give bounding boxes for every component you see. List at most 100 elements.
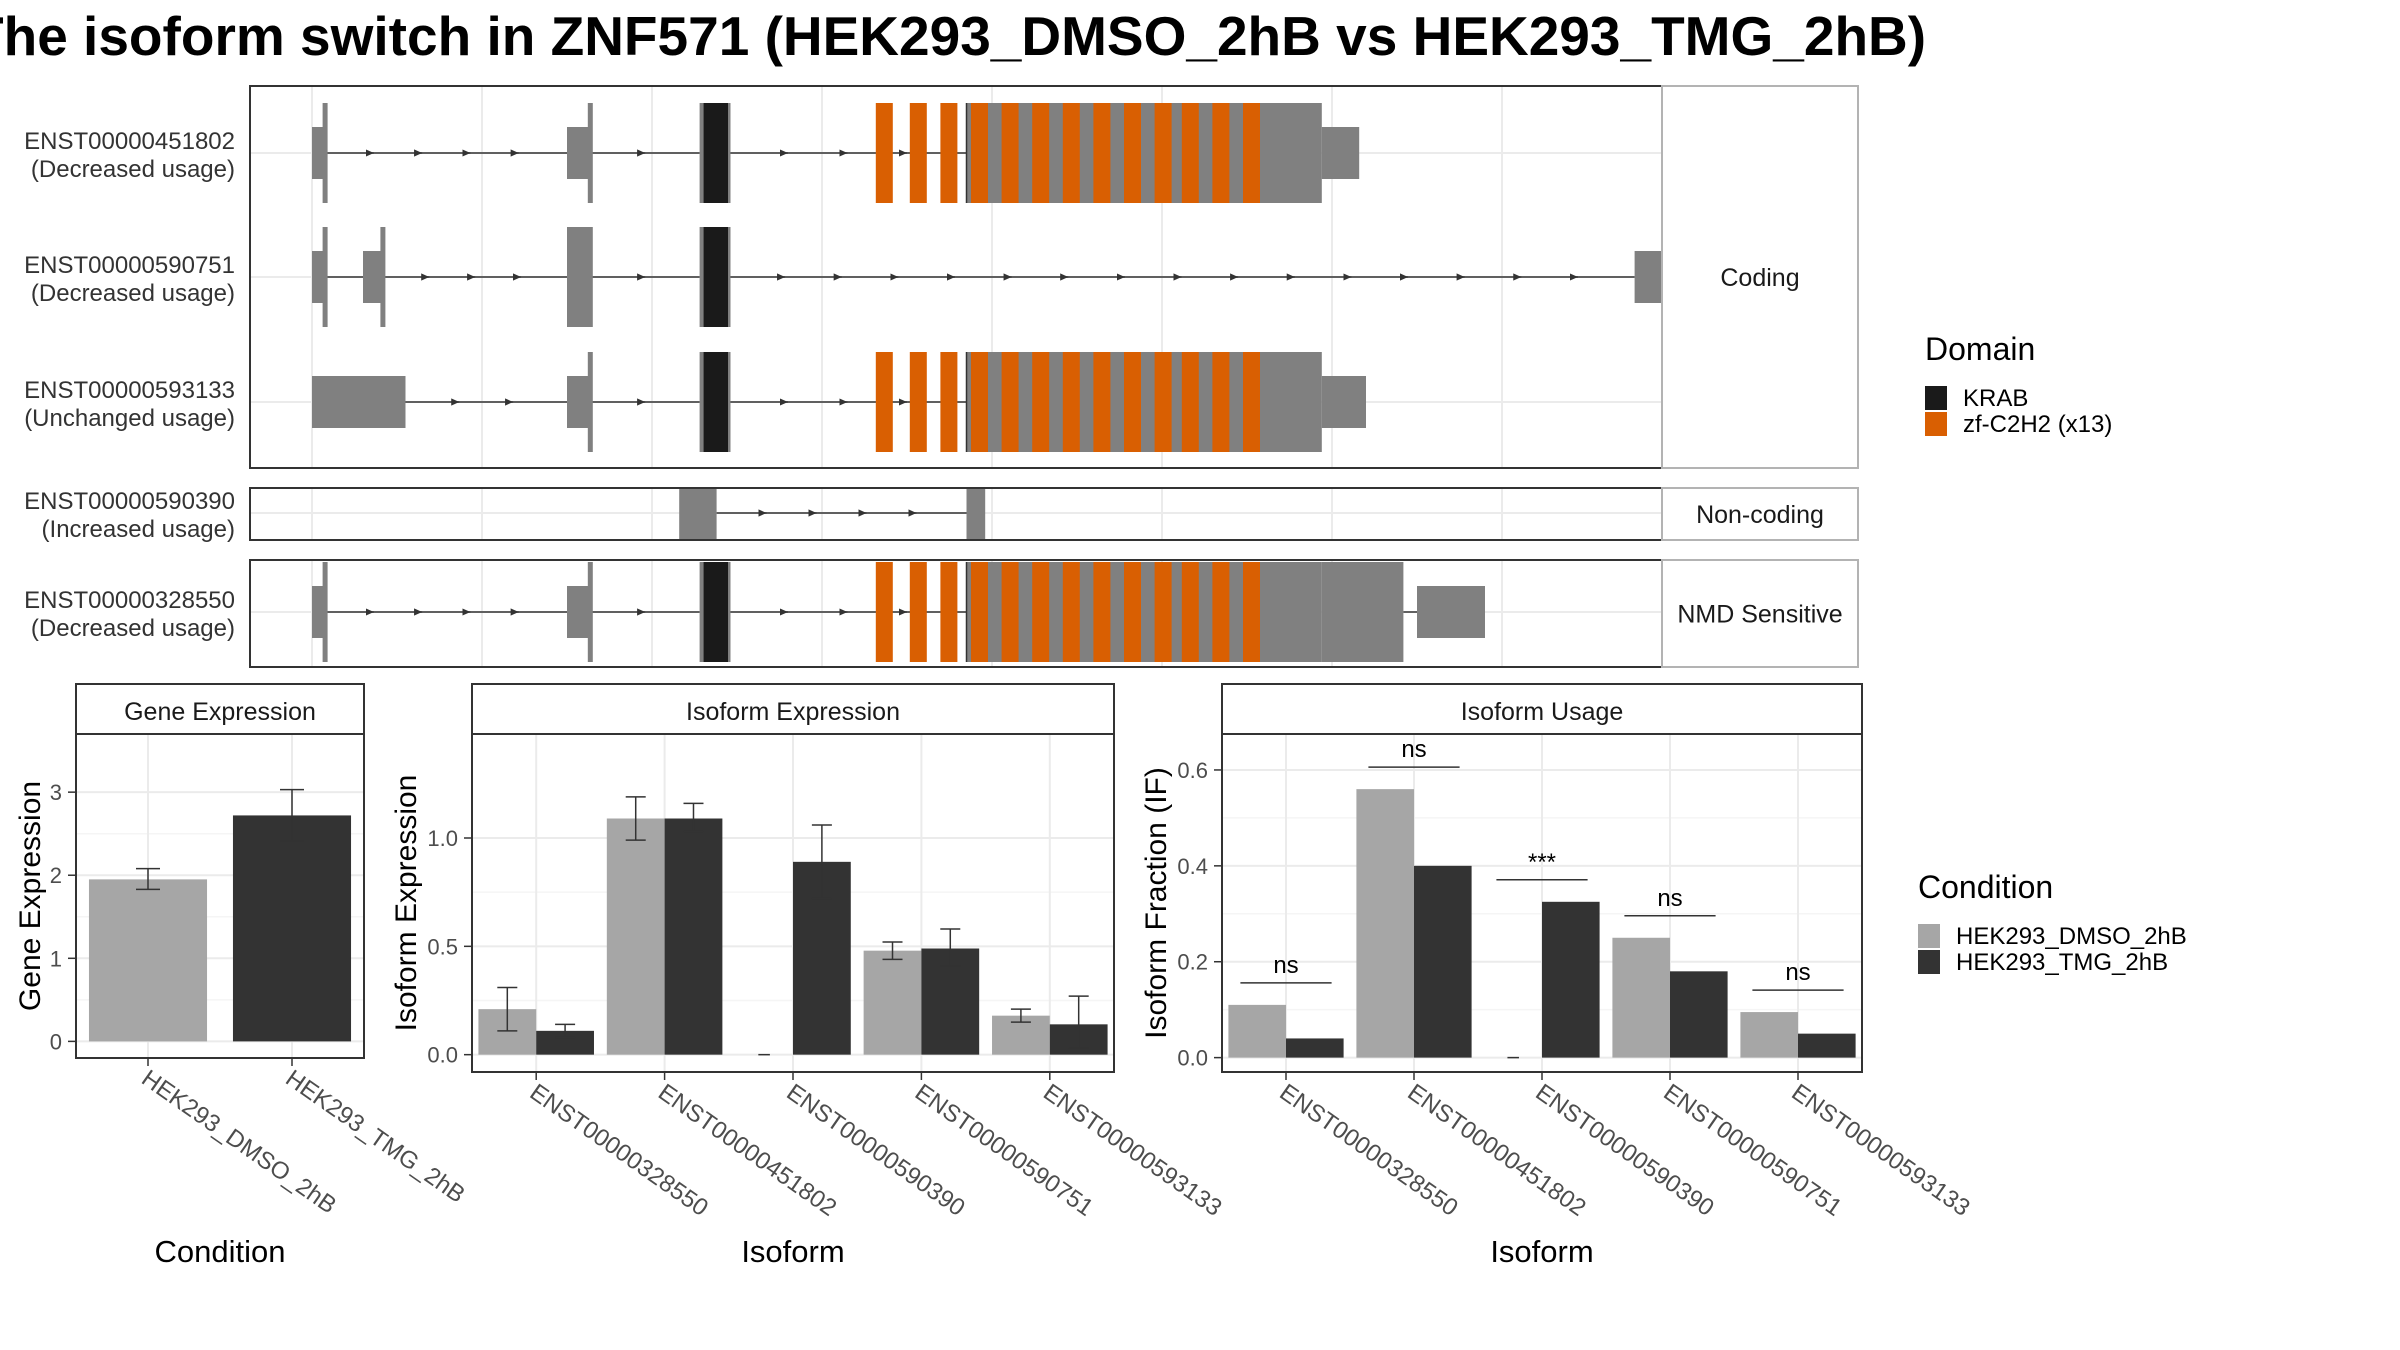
exon-block (587, 103, 593, 203)
bar (1356, 789, 1414, 1058)
zf-domain (971, 562, 988, 662)
significance-label: ns (1401, 736, 1426, 763)
bar (536, 1030, 594, 1055)
facet-strip-label: Non-coding (1696, 501, 1824, 529)
facet-strip (1661, 559, 1859, 668)
bar (1286, 1038, 1344, 1058)
zf-domain (1001, 103, 1019, 203)
zf-domain (1243, 103, 1260, 203)
significance-label: *** (1528, 849, 1556, 876)
exon-block (587, 562, 593, 662)
chart-strip (471, 683, 1115, 735)
zf-domain (909, 562, 927, 662)
legend-domain-swatch (1925, 412, 1947, 436)
krab-domain (703, 103, 728, 203)
krab-domain (703, 352, 728, 452)
legend-domain-swatch (1925, 386, 1947, 410)
transcript-usage: (Increased usage) (42, 516, 235, 543)
zf-domain (1181, 103, 1199, 203)
exon-block (322, 103, 328, 203)
y-axis-title: Isoform Fraction (IF) (1140, 767, 1173, 1039)
significance-label: ns (1785, 959, 1810, 986)
zf-domain (1032, 352, 1050, 452)
zf-domain (1124, 562, 1141, 662)
zf-domain (940, 103, 958, 203)
facet-strip-label: NMD Sensitive (1677, 601, 1842, 629)
transcript-usage: (Decreased usage) (31, 156, 235, 183)
exon-block (312, 376, 406, 428)
exon-block (966, 562, 1322, 662)
bar (1542, 901, 1600, 1058)
transcript-usage: (Decreased usage) (31, 615, 235, 642)
zf-domain (1154, 352, 1172, 452)
bar (664, 818, 723, 1055)
exon-block (380, 227, 386, 327)
transcript-id: ENST00000593133 (24, 377, 235, 404)
zf-domain (1212, 562, 1230, 662)
chart-strip (75, 683, 365, 735)
bar (1798, 1033, 1856, 1058)
bar (1740, 1012, 1798, 1058)
zf-domain (1212, 103, 1230, 203)
transcript-usage: (Unchanged usage) (24, 405, 235, 432)
zf-domain (1243, 352, 1260, 452)
y-tick-label: 0.0 (427, 1043, 458, 1068)
significance-label: ns (1657, 885, 1682, 912)
zf-domain (1243, 562, 1260, 662)
exon-block (312, 251, 326, 303)
zf-domain (875, 103, 893, 203)
zf-domain (1181, 352, 1199, 452)
zf-domain (1032, 103, 1050, 203)
zf-domain (875, 352, 893, 452)
exon-block (1417, 586, 1485, 638)
y-tick-label: 0.4 (1177, 854, 1208, 879)
legend-condition-swatch (1918, 950, 1940, 974)
bar (1414, 865, 1472, 1058)
zf-domain (875, 562, 893, 662)
zf-domain (1124, 352, 1141, 452)
krab-domain (703, 562, 728, 662)
exon-block (587, 352, 593, 452)
y-axis-title: Isoform Expression (390, 775, 423, 1032)
bar (88, 879, 208, 1042)
facet-strip (1661, 85, 1859, 469)
legend-domain-label: zf-C2H2 (x13) (1963, 411, 2112, 438)
zf-domain (940, 562, 958, 662)
krab-domain (703, 227, 728, 327)
zf-domain (971, 103, 988, 203)
bar (606, 818, 665, 1055)
exon-block (322, 562, 328, 662)
exon-block (363, 251, 384, 303)
chart-strip-label: Isoform Expression (686, 698, 900, 726)
legend-condition-label: HEK293_DMSO_2hB (1956, 923, 2187, 950)
chart-title: The isoform switch in ZNF571 (HEK293_DMS… (0, 5, 1927, 67)
zf-domain (1124, 103, 1141, 203)
exon-block (322, 227, 328, 327)
zf-domain (1032, 562, 1050, 662)
y-tick-label: 0.2 (1177, 950, 1208, 975)
exon-block (312, 127, 326, 179)
zf-domain (1001, 562, 1019, 662)
bar (863, 950, 922, 1055)
x-axis-title: Isoform (1490, 1234, 1593, 1269)
zf-domain (1154, 103, 1172, 203)
y-tick-label: 2 (50, 863, 62, 888)
zf-domain (1093, 352, 1111, 452)
exon-block (567, 586, 591, 638)
exon-block (1321, 127, 1360, 179)
zf-domain (1181, 562, 1199, 662)
chart-panel-border (75, 733, 365, 1059)
zf-domain (909, 352, 927, 452)
significance-label: ns (1273, 952, 1298, 979)
y-axis-title: Gene Expression (14, 781, 47, 1011)
exon-block (312, 586, 326, 638)
zf-domain (1001, 352, 1019, 452)
exon-block (1321, 562, 1404, 662)
transcript-id: ENST00000451802 (24, 128, 235, 155)
transcript-usage: (Decreased usage) (31, 280, 235, 307)
y-tick-label: 0.0 (1177, 1046, 1208, 1071)
zf-domain (1212, 352, 1230, 452)
zf-domain (1093, 562, 1111, 662)
zf-domain (1062, 352, 1080, 452)
